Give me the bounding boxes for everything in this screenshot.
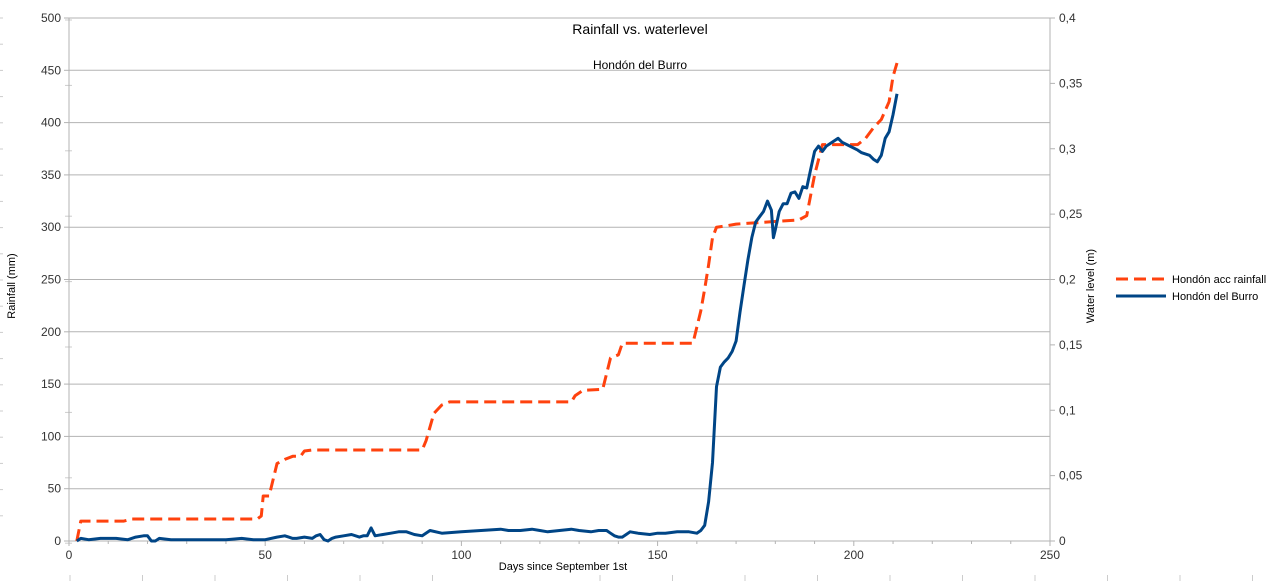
waterlevel-series-line <box>75 93 899 543</box>
y-tick-label: 50 <box>48 482 62 496</box>
legend-label-rainfall: Hondón acc rainfall <box>1172 274 1266 286</box>
x-tick-label: 200 <box>844 548 864 562</box>
y2-axis-ticks: 0 0,05 0,1 0,15 0,2 0,25 0,3 0,35 0,4 <box>1050 11 1083 548</box>
y2-axis-title: Water level (m) <box>1085 249 1097 323</box>
y2-tick-label: 0,1 <box>1059 403 1076 417</box>
x-axis-ticks: 0 50 100 150 200 250 <box>66 541 1060 562</box>
x-tick-label: 250 <box>1040 548 1060 562</box>
legend-label-waterlevel: Hondón del Burro <box>1172 291 1258 303</box>
y2-tick-label: 0,05 <box>1059 469 1083 483</box>
legend: Hondón acc rainfall Hondón del Burro <box>1116 274 1266 303</box>
x-axis-title: Days since September 1st <box>499 561 627 573</box>
y2-tick-label: 0,15 <box>1059 338 1083 352</box>
y-axis-ticks: 0 50 100 150 200 250 300 350 400 450 500 <box>41 11 69 548</box>
series-lines <box>75 62 899 543</box>
y-tick-label: 0 <box>54 534 61 548</box>
x-tick-label: 50 <box>259 548 273 562</box>
chart-subtitle: Hondón del Burro <box>593 58 687 72</box>
gridlines <box>69 17 1050 490</box>
x-tick-label: 150 <box>648 548 668 562</box>
y2-tick-label: 0 <box>1059 534 1066 548</box>
y-tick-label: 150 <box>41 377 61 391</box>
x-tick-label: 0 <box>66 548 73 562</box>
rainfall-series-line <box>75 62 899 542</box>
chart-title: Rainfall vs. waterlevel <box>572 21 707 37</box>
y2-tick-label: 0,3 <box>1059 142 1076 156</box>
y-tick-label: 500 <box>41 11 61 25</box>
y2-tick-label: 0,25 <box>1059 207 1083 221</box>
y-tick-label: 100 <box>41 429 61 443</box>
y-tick-label: 400 <box>41 116 61 130</box>
y2-tick-label: 0,35 <box>1059 76 1083 90</box>
y-tick-label: 200 <box>41 325 61 339</box>
y2-tick-label: 0,2 <box>1059 273 1076 287</box>
y-axis-title: Rainfall (mm) <box>6 253 18 318</box>
x-tick-label: 100 <box>451 548 471 562</box>
y-tick-label: 350 <box>41 168 61 182</box>
y-tick-label: 250 <box>41 273 61 287</box>
y-tick-label: 300 <box>41 220 61 234</box>
y-tick-label: 450 <box>41 63 61 77</box>
y2-tick-label: 0,4 <box>1059 11 1076 25</box>
